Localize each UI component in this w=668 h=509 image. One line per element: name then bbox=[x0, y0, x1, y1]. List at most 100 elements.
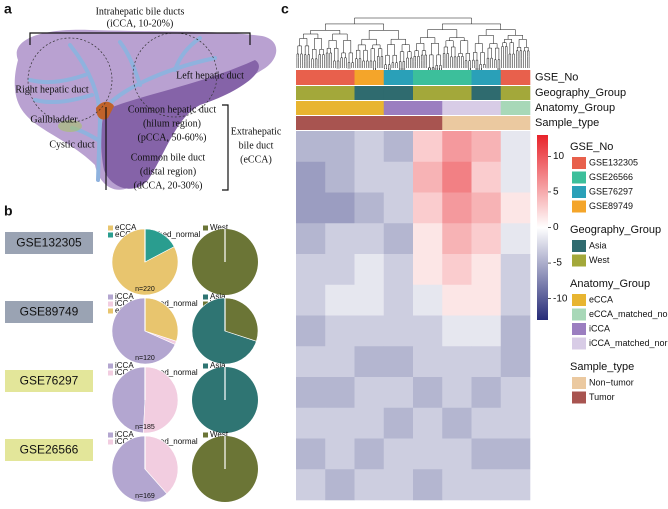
panel-label: b bbox=[4, 203, 13, 219]
dendrogram bbox=[300, 53, 303, 66]
legend-title: Anatomy_Group bbox=[570, 278, 650, 290]
heatmap-cell bbox=[383, 469, 414, 501]
dendrogram bbox=[417, 56, 420, 67]
annotation-cell bbox=[413, 70, 443, 85]
dendrogram bbox=[451, 46, 456, 57]
diagram-label: (iCCA, 10-20%) bbox=[107, 18, 174, 29]
dendrogram bbox=[348, 52, 353, 63]
heatmap-cell bbox=[354, 254, 385, 286]
legend-swatch bbox=[572, 308, 586, 321]
dendrogram bbox=[340, 57, 343, 66]
annotation-cell bbox=[325, 101, 355, 115]
legend-swatch bbox=[572, 254, 586, 267]
legend-swatch bbox=[108, 363, 113, 369]
heatmap-cell bbox=[471, 438, 502, 470]
dendrogram bbox=[518, 39, 527, 48]
dendrogram bbox=[449, 37, 465, 41]
legend-swatch bbox=[108, 301, 113, 307]
heatmap-cell bbox=[383, 346, 414, 378]
legend-swatch bbox=[572, 377, 586, 389]
legend-label: iCCA bbox=[115, 361, 134, 370]
dendrogram bbox=[424, 54, 427, 66]
dendrogram bbox=[483, 64, 486, 68]
heatmap-cell bbox=[442, 469, 472, 501]
colorbar-label: 5 bbox=[553, 187, 559, 198]
heatmap-cell bbox=[296, 315, 326, 347]
heatmap-cell bbox=[325, 407, 355, 439]
heatmap-cell bbox=[500, 438, 531, 470]
dendrogram bbox=[387, 44, 395, 56]
dendrogram bbox=[319, 49, 324, 55]
hilum bbox=[96, 101, 114, 120]
legend-label: Asia bbox=[589, 240, 607, 250]
heatmap-cell bbox=[471, 346, 502, 378]
dendrogram bbox=[502, 42, 507, 47]
panel-label: a bbox=[4, 1, 12, 17]
dendrogram bbox=[479, 64, 482, 71]
legend-swatch bbox=[203, 294, 208, 300]
annotation-name: Anatomy_Group bbox=[535, 102, 615, 114]
heatmap-cell bbox=[500, 407, 531, 439]
dendrogram bbox=[354, 17, 472, 24]
dendrogram bbox=[516, 50, 519, 57]
dendrogram bbox=[347, 62, 351, 69]
legend-label: Tumor bbox=[589, 392, 615, 402]
heatmap-cell bbox=[325, 469, 355, 501]
dendrogram bbox=[446, 53, 449, 61]
heatmap-cell bbox=[413, 254, 443, 286]
legend-swatch bbox=[203, 225, 208, 231]
dendrogram bbox=[307, 54, 310, 61]
diagram-label: Right hepatic duct bbox=[15, 84, 89, 95]
gallbladder bbox=[58, 120, 82, 132]
heatmap-cell bbox=[354, 407, 385, 439]
heatmap-cell bbox=[471, 377, 502, 409]
dendrogram bbox=[445, 40, 454, 47]
legend-swatch bbox=[108, 232, 113, 238]
pie-slice bbox=[111, 366, 146, 434]
heatmap-cell bbox=[325, 161, 355, 193]
pie-slice bbox=[224, 297, 259, 342]
annotation-cell bbox=[296, 70, 326, 85]
dataset-box bbox=[5, 439, 93, 461]
dendrogram bbox=[368, 30, 399, 40]
legend-swatch bbox=[572, 391, 586, 404]
dendrogram bbox=[505, 46, 508, 55]
heatmap-cell bbox=[325, 315, 355, 347]
pie-slice bbox=[144, 297, 179, 342]
legend-label: eCCA_matched_normal bbox=[589, 309, 668, 319]
dendrogram bbox=[457, 56, 460, 63]
dendrogram bbox=[356, 49, 361, 59]
heatmap-cell bbox=[413, 161, 443, 193]
pie-slice bbox=[111, 297, 176, 365]
annotation-name: Geography_Group bbox=[535, 87, 626, 99]
dendrogram bbox=[328, 40, 337, 49]
dataset-name: GSE76297 bbox=[20, 374, 79, 388]
annotation-cell bbox=[354, 101, 385, 115]
dendrogram bbox=[464, 60, 468, 65]
dendrogram bbox=[472, 59, 475, 65]
dendrogram bbox=[442, 23, 501, 30]
heatmap-cell bbox=[471, 161, 502, 193]
heatmap-cell bbox=[500, 315, 531, 347]
legend-swatch bbox=[108, 370, 113, 376]
dendrogram bbox=[410, 57, 413, 66]
heatmap-cell bbox=[500, 192, 531, 224]
legend-swatch bbox=[572, 157, 586, 169]
heatmap-cell bbox=[471, 469, 502, 501]
dendrogram bbox=[303, 33, 319, 39]
legend-label: iCCA bbox=[115, 430, 134, 439]
annotation-cell bbox=[354, 116, 385, 130]
heatmap-cell bbox=[354, 192, 385, 224]
annotation-cell bbox=[500, 70, 531, 85]
annotation-cell bbox=[471, 101, 502, 115]
heatmap-cell bbox=[413, 315, 443, 347]
dendrogram bbox=[442, 53, 446, 59]
dendrogram bbox=[399, 61, 402, 72]
legend-label: Asia bbox=[210, 361, 226, 370]
dataset-box bbox=[5, 301, 93, 323]
dendrogram bbox=[341, 52, 346, 58]
dendrogram bbox=[388, 64, 391, 70]
pie-slice bbox=[191, 297, 257, 365]
panel-label: c bbox=[281, 1, 289, 17]
legend-swatch bbox=[108, 294, 113, 300]
